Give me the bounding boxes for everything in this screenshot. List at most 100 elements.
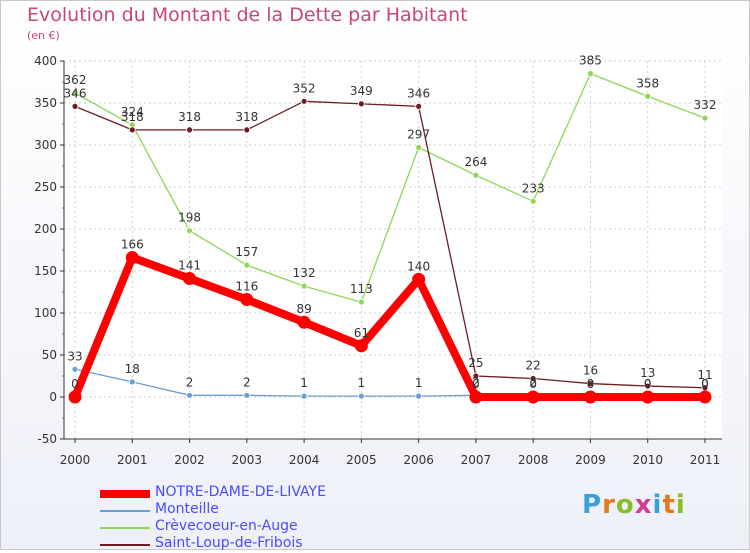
data-label: 346: [64, 86, 87, 100]
x-tick-label: 2010: [632, 453, 663, 467]
logo-letter: o: [615, 490, 635, 520]
data-point: [412, 272, 426, 286]
data-label: 22: [526, 359, 541, 373]
y-tick-label: 300: [34, 138, 57, 152]
data-label: 349: [350, 84, 373, 98]
data-label: 2: [186, 375, 194, 389]
data-point: [698, 390, 712, 404]
data-point: [472, 171, 480, 179]
data-point: [297, 315, 311, 329]
data-point: [472, 372, 480, 380]
data-label: 1: [415, 376, 423, 390]
data-point: [300, 392, 308, 400]
x-tick-label: 2009: [575, 453, 606, 467]
data-label: 324: [121, 105, 144, 119]
data-label: 2: [472, 375, 480, 389]
data-label: 0: [529, 377, 537, 391]
data-point: [186, 126, 193, 134]
data-point: [243, 261, 251, 269]
data-point: [357, 392, 365, 400]
data-point: [587, 70, 594, 77]
data-label: 318: [178, 110, 201, 124]
logo-letter: t: [662, 490, 676, 520]
data-label: 0: [587, 377, 595, 391]
data-label: 358: [636, 76, 659, 90]
legend-swatch: [100, 490, 150, 498]
legend-swatch: [100, 527, 150, 529]
data-point: [186, 391, 193, 399]
series-line: [74, 72, 706, 303]
logo-letter: x: [634, 490, 653, 520]
data-point: [128, 126, 136, 134]
chart-subtitle: (en €): [27, 29, 60, 42]
data-point: [587, 380, 594, 387]
y-tick-label: 350: [34, 96, 57, 110]
data-label: 166: [121, 238, 144, 252]
series-line: [71, 253, 705, 401]
data-point: [183, 272, 197, 286]
chart-title: Evolution du Montant de la Dette par Hab…: [27, 4, 468, 26]
data-point: [357, 298, 365, 306]
data-label: 11: [697, 368, 712, 382]
data-label: 0: [587, 377, 595, 391]
data-label: 25: [468, 356, 483, 370]
data-label: 140: [407, 259, 430, 273]
data-point: [701, 114, 709, 122]
y-tick-label: 150: [34, 264, 57, 278]
data-point: [354, 339, 368, 353]
data-label: 16: [583, 364, 598, 378]
plot-area: [64, 61, 722, 439]
data-point: [469, 390, 483, 404]
legend-label: Crèvecoeur-en-Auge: [155, 518, 298, 534]
data-point: [641, 390, 655, 404]
data-point: [415, 392, 423, 400]
x-tick-label: 2008: [518, 453, 549, 467]
data-point: [186, 227, 193, 235]
data-point: [240, 293, 254, 307]
logo-letter: P: [582, 490, 603, 520]
y-tick-label: 100: [34, 306, 57, 320]
data-label: 297: [407, 128, 430, 142]
x-tick-label: 2002: [174, 453, 205, 467]
data-label: 0: [644, 377, 652, 391]
data-label: 264: [464, 155, 487, 169]
data-point: [529, 375, 537, 382]
data-label: 385: [579, 54, 602, 68]
data-label: 18: [125, 362, 140, 376]
data-point: [644, 92, 652, 100]
legend-label: Saint-Loup-de-Fribois: [155, 535, 303, 551]
data-point: [529, 197, 537, 205]
data-point: [71, 365, 79, 373]
y-tick-label: 50: [42, 348, 57, 362]
data-label: 113: [350, 282, 373, 296]
legend-swatch: [100, 510, 150, 512]
data-label: 233: [522, 181, 545, 195]
data-label: 198: [178, 211, 201, 225]
x-tick-label: 2006: [403, 453, 434, 467]
data-point: [415, 144, 423, 151]
data-label: 2: [529, 375, 537, 389]
x-tick-label: 2005: [346, 453, 377, 467]
data-label: 1: [358, 376, 366, 390]
data-label: 61: [354, 326, 369, 340]
data-label: 2: [243, 375, 251, 389]
data-label: 116: [235, 280, 258, 294]
data-point: [71, 102, 79, 110]
data-point: [415, 102, 423, 110]
data-label: 0: [644, 377, 652, 391]
data-label: 141: [178, 259, 201, 273]
y-tick-label: -50: [37, 432, 57, 446]
data-label: 33: [67, 349, 82, 363]
y-tick-label: 200: [34, 222, 57, 236]
x-tick-label: 2000: [60, 453, 91, 467]
x-tick-label: 2001: [117, 453, 148, 467]
data-label: 132: [293, 266, 316, 280]
data-label: 89: [296, 302, 311, 316]
x-tick-label: 2003: [232, 453, 263, 467]
data-label: 362: [64, 73, 87, 87]
data-point: [357, 100, 365, 108]
data-point: [243, 391, 251, 399]
data-label: 0: [701, 377, 709, 391]
data-point: [68, 390, 82, 404]
